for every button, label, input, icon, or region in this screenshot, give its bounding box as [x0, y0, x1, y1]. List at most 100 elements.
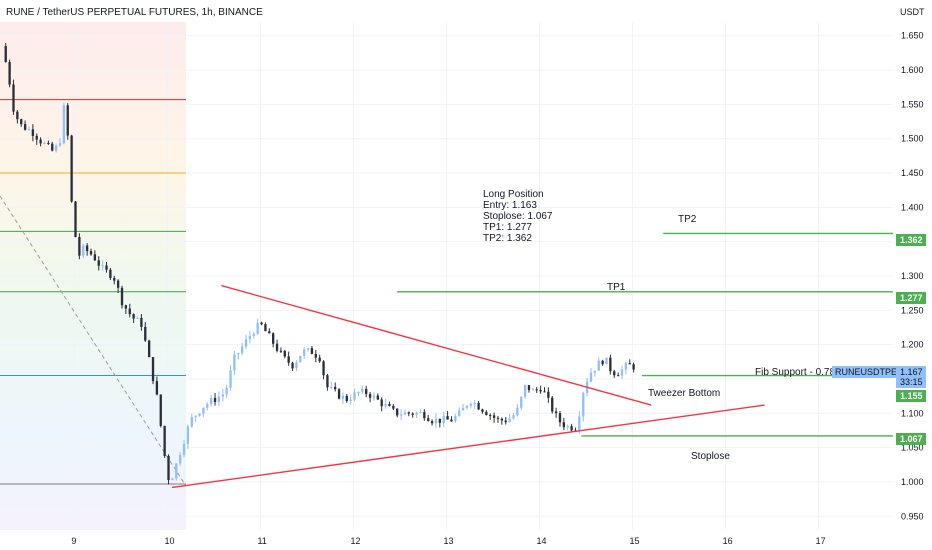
position-title: Long Position: [483, 189, 544, 200]
position-annotation: Long Position Entry: 1.163 Stoplose: 1.0…: [483, 189, 553, 244]
candle-body: [209, 397, 213, 405]
candle-body: [171, 478, 174, 481]
candle-body: [217, 396, 221, 403]
candle-body: [303, 349, 306, 356]
fib-retracement: [0, 99, 186, 485]
x-tick-label: 13: [444, 536, 454, 546]
candle-body: [473, 402, 476, 405]
y-tick-label: 1.400: [901, 202, 924, 212]
candle-body: [361, 388, 364, 392]
candle-body: [423, 411, 426, 419]
stoploss-label: Stoplose: [691, 451, 730, 462]
candle-body: [151, 357, 155, 382]
candle-body: [523, 385, 527, 397]
candle-body: [535, 389, 538, 391]
candle-body: [206, 404, 209, 408]
candle-body: [237, 353, 240, 355]
position-tp1: TP1: 1.277: [483, 222, 532, 233]
candle-body: [70, 135, 73, 202]
symbol-tag-text: RUNEUSDTPERP: [835, 367, 910, 377]
candle-body: [109, 269, 112, 279]
candle-body: [481, 409, 484, 412]
position-entry: Entry: 1.163: [483, 200, 537, 211]
candle-body: [392, 405, 395, 409]
candle-body: [613, 371, 616, 376]
candle-body: [430, 421, 434, 424]
candle-body: [202, 407, 205, 414]
candle-body: [299, 355, 302, 363]
y-tick-label: 1.450: [901, 168, 924, 178]
candle-body: [113, 278, 116, 281]
candle-body: [368, 394, 372, 398]
tp1-price-text: 1.277: [900, 293, 923, 303]
candle-body: [128, 308, 131, 315]
candle-body: [66, 105, 69, 136]
candle-body: [520, 396, 523, 408]
candle-body: [116, 280, 120, 288]
candle-body: [295, 362, 298, 369]
candle-body: [411, 413, 414, 415]
candle-body: [279, 350, 283, 352]
y-tick-label: 1.000: [901, 477, 924, 487]
candle-body: [554, 411, 558, 414]
candle-body: [272, 333, 275, 344]
tp2-price-tag: [896, 234, 926, 246]
candle-body: [287, 356, 290, 363]
candle-body: [458, 410, 461, 416]
candle-body: [485, 411, 488, 416]
candle-body: [601, 360, 604, 365]
candlestick-series: [4, 42, 635, 485]
candle-body: [132, 314, 135, 319]
candle-body: [407, 412, 410, 414]
candle-body: [566, 426, 569, 428]
x-tick-label: 11: [257, 536, 266, 546]
candle-body: [558, 413, 562, 423]
candle-body: [147, 340, 151, 358]
candle-body: [140, 317, 143, 327]
x-tick-label: 17: [816, 536, 826, 546]
x-tick-label: 15: [630, 536, 640, 546]
candle-body: [597, 360, 600, 371]
candle-body: [504, 420, 507, 423]
candle-body: [314, 354, 317, 358]
candle-body: [175, 463, 178, 479]
candle-body: [365, 388, 368, 395]
candle-body: [593, 370, 597, 373]
candle-body: [101, 265, 104, 267]
candle-body: [120, 287, 124, 306]
candle-body: [322, 361, 325, 376]
trend-lines: [171, 284, 765, 489]
candle-body: [167, 455, 170, 481]
currency-label: USDT: [900, 7, 925, 17]
candle-body: [341, 395, 345, 399]
candle-body: [82, 245, 85, 256]
grid-lines: [0, 22, 893, 530]
candle-body: [194, 415, 197, 418]
x-tick-label: 16: [723, 536, 733, 546]
candle-body: [450, 419, 453, 422]
candle-body: [39, 139, 42, 144]
stoploss-price-text: 1.067: [900, 434, 923, 444]
trend-line: [221, 284, 652, 406]
y-tick-label: 1.100: [901, 408, 924, 418]
candle-body: [353, 392, 356, 400]
candle-body: [442, 416, 445, 423]
candle-body: [31, 129, 35, 136]
candle-body: [539, 389, 542, 392]
candle-body: [233, 354, 236, 371]
candle-body: [163, 425, 166, 456]
tweezer-label: Tweezer Bottom: [648, 388, 720, 399]
candle-body: [446, 416, 449, 420]
candle-body: [244, 339, 248, 347]
candle-body: [330, 386, 333, 388]
candle-body: [182, 443, 186, 455]
candle-body: [434, 418, 438, 424]
candle-body: [357, 391, 360, 393]
y-tick-label: 1.250: [901, 305, 924, 315]
y-tick-label: 1.600: [901, 65, 924, 75]
candle-body: [241, 346, 244, 354]
candle-body: [620, 369, 624, 376]
candle-body: [306, 348, 310, 350]
candle-body: [419, 411, 422, 413]
